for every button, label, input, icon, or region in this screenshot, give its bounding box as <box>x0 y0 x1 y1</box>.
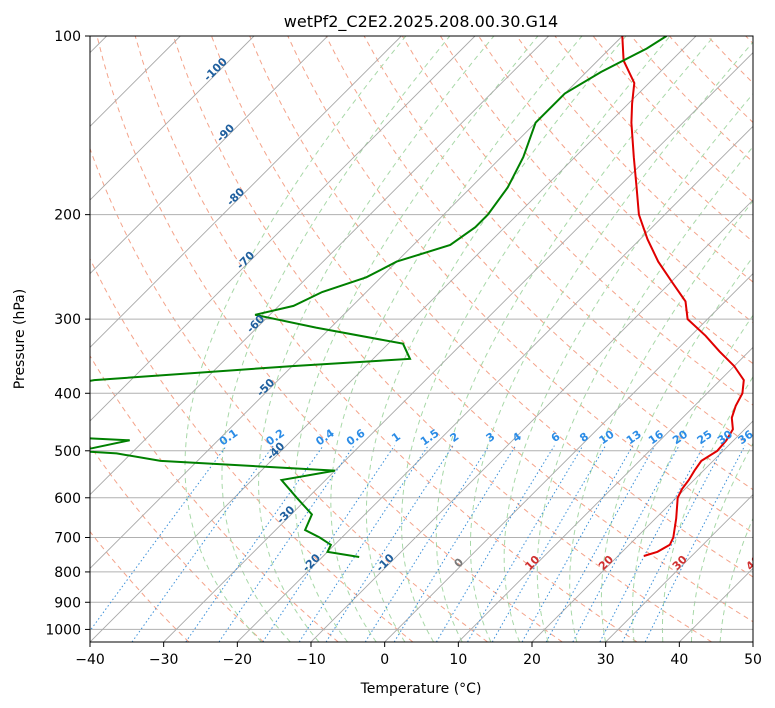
mixing-ratio-label: 36 <box>736 428 756 448</box>
isotherm-line <box>605 494 753 642</box>
isotherm-label: 40 <box>743 553 763 573</box>
isotherm-line <box>531 420 753 642</box>
moist-adiabat-line <box>536 145 753 642</box>
plot-frame <box>89 35 754 643</box>
dry-adiabat-line <box>516 36 753 283</box>
profile-series <box>90 36 745 558</box>
mixing-ratio-lines <box>90 445 746 642</box>
y-tick-label: 400 <box>54 386 81 402</box>
dry-adiabat-line <box>90 147 488 642</box>
dry-adiabat-line <box>401 36 753 406</box>
dry-adiabat-line <box>90 530 190 642</box>
isotherm-line <box>458 346 753 642</box>
mixing-ratio-line <box>364 445 490 642</box>
x-tick-label: −20 <box>223 652 253 668</box>
x-tick-label: 0 <box>380 652 389 668</box>
moist-adiabat-line <box>503 92 753 642</box>
isotherm-lines <box>90 36 753 642</box>
y-axis-label: Pressure (hPa) <box>12 289 28 389</box>
mixing-ratio-line <box>325 445 454 642</box>
pressure-grid-lines <box>90 36 753 630</box>
y-axis: 1000 900 800 700 600 500 400 300 200 100 <box>45 29 90 638</box>
mixing-ratio-line <box>90 445 227 632</box>
isotherm-line <box>90 36 255 201</box>
isotherm-line <box>90 36 402 348</box>
x-axis-label: Temperature (°C) <box>360 681 482 697</box>
dry-adiabat-line <box>90 354 339 642</box>
isotherm-line <box>90 36 328 275</box>
mixing-ratio-line <box>131 445 274 642</box>
dry-adiabat-line <box>439 36 753 365</box>
dry-adiabat-line <box>96 36 563 642</box>
dry-adiabat-line <box>249 36 753 578</box>
moist-adiabat-line <box>258 36 495 642</box>
y-tick-label: 100 <box>54 29 81 45</box>
x-tick-label: 30 <box>597 652 615 668</box>
x-tick-label: −30 <box>149 652 179 668</box>
moist-adiabat-line <box>569 200 753 642</box>
y-tick-label: 200 <box>54 208 81 224</box>
moist-adiabat-line <box>221 36 451 642</box>
y-tick-label: 600 <box>54 491 81 507</box>
chart-title: wetPf2_C2E2.2025.208.00.30.G14 <box>284 12 558 32</box>
mixing-ratio-line <box>393 445 517 642</box>
moist-adiabat-line <box>600 256 753 642</box>
dewpoint-profile <box>90 36 668 558</box>
moist-adiabat-line <box>400 36 671 642</box>
mixing-ratio-line <box>435 445 555 642</box>
isotherm-line <box>384 273 753 642</box>
moist-adiabat-line <box>365 36 627 642</box>
dry-adiabat-line <box>90 444 264 642</box>
isotherm-line <box>310 199 753 642</box>
isotherm-line <box>237 125 753 642</box>
y-tick-label: 500 <box>54 444 81 460</box>
moist-adiabat-line <box>435 36 715 642</box>
mixing-ratio-line <box>218 445 355 642</box>
x-tick-label: −40 <box>75 652 105 668</box>
temperature-profile <box>621 36 745 557</box>
x-tick-label: 40 <box>670 652 688 668</box>
isotherm-line <box>90 36 476 422</box>
y-tick-label: 900 <box>54 595 81 611</box>
y-tick-label: 800 <box>54 565 81 581</box>
moist-adiabat-line <box>184 36 407 642</box>
x-tick-label: −10 <box>296 652 326 668</box>
mixing-ratio-line <box>644 445 746 642</box>
y-tick-label: 300 <box>54 312 81 328</box>
dry-adiabat-line <box>172 36 712 642</box>
isotherm-line <box>90 36 623 569</box>
mixing-ratio-line <box>621 445 725 642</box>
isotherm-line <box>163 52 753 642</box>
x-tick-label: 10 <box>449 652 467 668</box>
y-tick-label: 1000 <box>45 622 81 638</box>
isotherm-line <box>90 36 697 642</box>
mixing-ratio-line <box>262 445 396 642</box>
mixing-ratio-line <box>467 445 584 642</box>
y-tick-label: 700 <box>54 531 81 547</box>
dry-adiabat-line <box>134 36 638 642</box>
dry-adiabat-line <box>211 36 753 623</box>
moist-adiabat-line <box>330 36 583 642</box>
x-axis: −40 −30 −20 −10 0 10 20 30 40 50 <box>75 642 762 668</box>
isotherm-line <box>90 36 549 496</box>
x-tick-label: 50 <box>744 652 762 668</box>
mixing-ratio-line <box>545 445 656 642</box>
x-tick-label: 20 <box>523 652 541 668</box>
adiabat-lines <box>90 36 753 642</box>
mixing-ratio-line <box>298 445 429 642</box>
